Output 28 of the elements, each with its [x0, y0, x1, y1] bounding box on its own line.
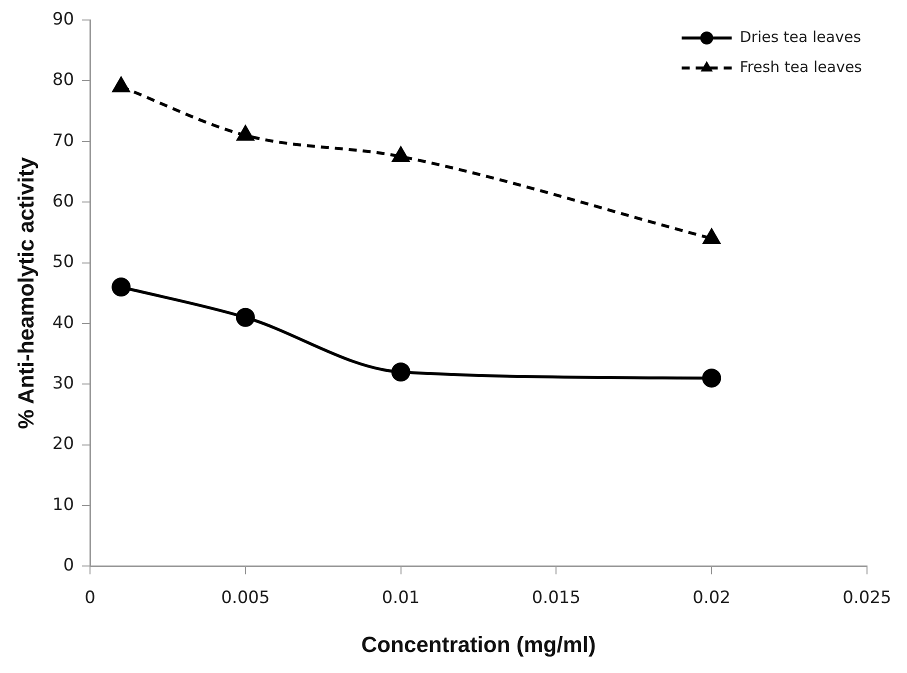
x-tick-label: 0.015 — [532, 588, 581, 608]
point — [112, 278, 131, 297]
y-tick-label: 80 — [52, 70, 74, 90]
x-axis-title: Concentration (mg/ml) — [361, 632, 596, 657]
x-tick-label: 0.01 — [382, 588, 420, 608]
y-tick-label: 40 — [52, 312, 74, 333]
legend-label: Dries tea leaves — [740, 28, 862, 46]
point — [237, 126, 254, 141]
y-tick-label: 30 — [52, 374, 74, 394]
x-tick-label: 0 — [84, 588, 96, 608]
point — [391, 362, 410, 382]
y-tick-label: 0 — [63, 556, 74, 576]
x-tick-label: 0.02 — [692, 588, 731, 608]
y-axis-title: % Anti-heamolytic activity — [13, 156, 38, 430]
point — [112, 77, 130, 92]
x-tick-label: 0.005 — [221, 588, 270, 608]
x-tick-label: 0.025 — [842, 588, 892, 608]
y-tick-label: 70 — [52, 130, 74, 151]
point — [703, 228, 720, 244]
point — [702, 368, 722, 388]
y-tick-label: 50 — [52, 252, 74, 272]
legend-label: Fresh tea leaves — [740, 58, 862, 76]
point — [392, 147, 410, 162]
y-tick-label: 90 — [52, 9, 74, 30]
y-tick-label: 10 — [52, 494, 74, 515]
y-tick-label: 60 — [52, 191, 74, 212]
y-tick-label: 20 — [52, 434, 74, 454]
point — [236, 308, 255, 327]
